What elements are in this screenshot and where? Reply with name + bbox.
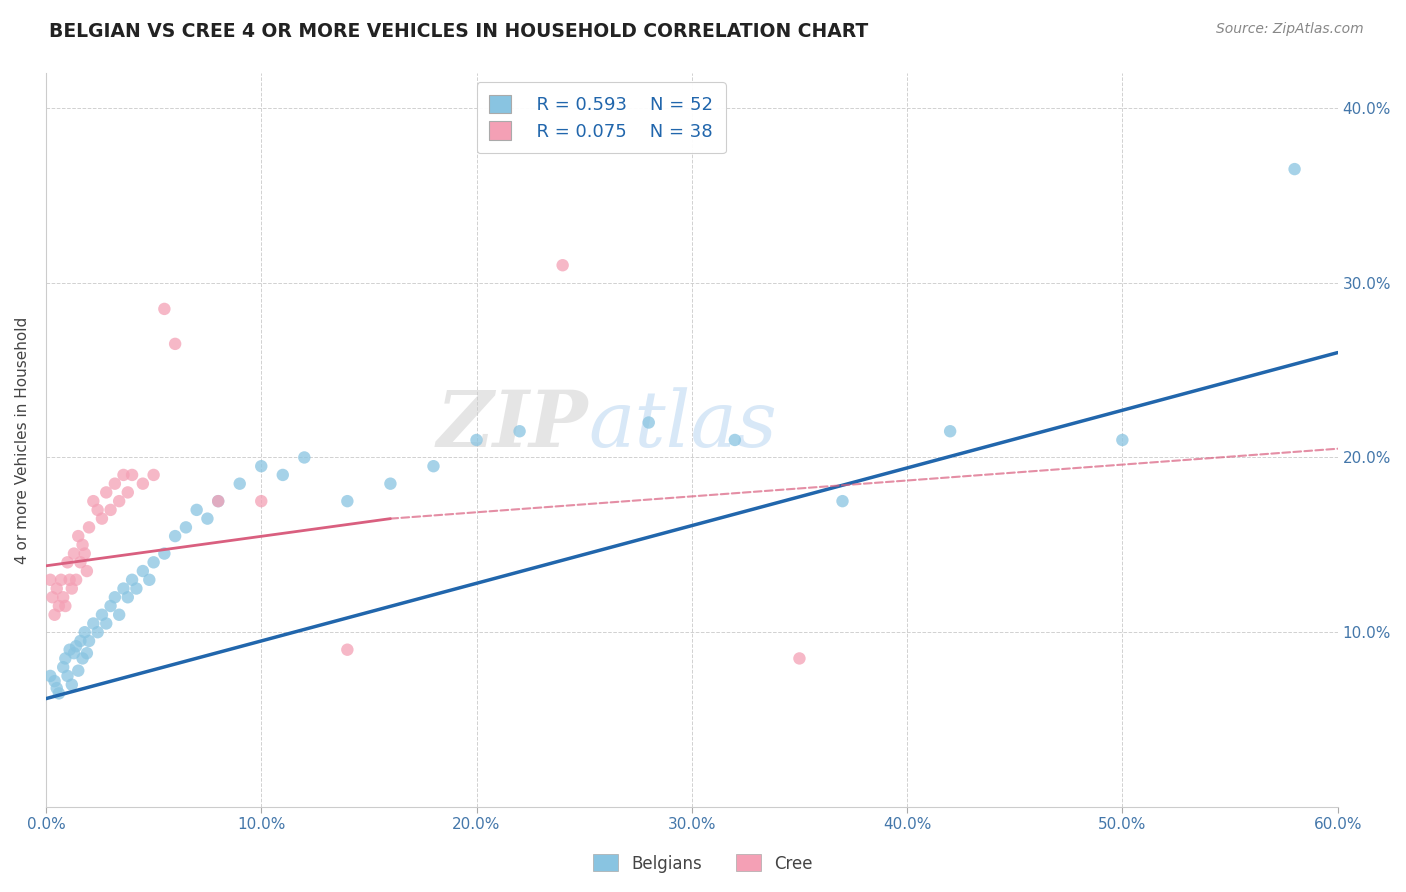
Point	[132, 476, 155, 491]
Point	[271, 467, 294, 482]
Point	[250, 459, 273, 474]
Text: ZIP: ZIP	[437, 387, 589, 464]
Point	[53, 651, 76, 665]
Point	[96, 485, 118, 500]
Point	[63, 547, 86, 561]
Point	[60, 678, 83, 692]
Point	[45, 681, 67, 695]
Legend:   R = 0.593    N = 52,   R = 0.075    N = 38: R = 0.593 N = 52, R = 0.075 N = 38	[477, 82, 725, 153]
Point	[86, 503, 108, 517]
Point	[165, 529, 187, 543]
Point	[117, 485, 139, 500]
Point	[65, 639, 87, 653]
Point	[69, 634, 91, 648]
Point	[96, 616, 118, 631]
Point	[551, 258, 574, 272]
Point	[422, 459, 444, 474]
Point	[1284, 162, 1306, 177]
Point	[153, 547, 176, 561]
Point	[73, 625, 96, 640]
Point	[207, 494, 229, 508]
Point	[69, 555, 91, 569]
Point	[53, 599, 76, 613]
Text: atlas: atlas	[589, 387, 778, 464]
Point	[49, 573, 72, 587]
Point	[82, 616, 104, 631]
Point	[108, 494, 131, 508]
Point	[82, 494, 104, 508]
Text: Source: ZipAtlas.com: Source: ZipAtlas.com	[1216, 22, 1364, 37]
Point	[52, 591, 75, 605]
Point	[509, 424, 531, 438]
Point	[637, 416, 659, 430]
Point	[724, 433, 747, 447]
Point	[138, 573, 160, 587]
Point	[380, 476, 402, 491]
Point	[77, 520, 100, 534]
Point	[292, 450, 315, 465]
Point	[153, 301, 176, 316]
Point	[207, 494, 229, 508]
Point	[100, 503, 122, 517]
Point	[104, 591, 127, 605]
Point	[197, 511, 219, 525]
Point	[48, 599, 70, 613]
Point	[117, 591, 139, 605]
Point	[250, 494, 273, 508]
Point	[44, 674, 66, 689]
Point	[125, 582, 148, 596]
Point	[174, 520, 197, 534]
Point	[63, 646, 86, 660]
Point	[77, 634, 100, 648]
Point	[104, 476, 127, 491]
Point	[228, 476, 250, 491]
Point	[91, 607, 114, 622]
Point	[41, 591, 63, 605]
Point	[72, 538, 94, 552]
Point	[76, 646, 98, 660]
Point	[91, 511, 114, 525]
Point	[39, 573, 62, 587]
Point	[59, 573, 82, 587]
Point	[465, 433, 488, 447]
Point	[45, 582, 67, 596]
Point	[48, 686, 70, 700]
Point	[39, 669, 62, 683]
Point	[59, 642, 82, 657]
Point	[1111, 433, 1133, 447]
Point	[44, 607, 66, 622]
Point	[65, 573, 87, 587]
Point	[72, 651, 94, 665]
Point	[939, 424, 962, 438]
Point	[165, 336, 187, 351]
Point	[831, 494, 853, 508]
Point	[121, 573, 143, 587]
Point	[142, 467, 165, 482]
Point	[142, 555, 165, 569]
Point	[86, 625, 108, 640]
Point	[56, 669, 79, 683]
Point	[100, 599, 122, 613]
Point	[132, 564, 155, 578]
Point	[67, 664, 90, 678]
Point	[789, 651, 811, 665]
Point	[73, 547, 96, 561]
Point	[108, 607, 131, 622]
Y-axis label: 4 or more Vehicles in Household: 4 or more Vehicles in Household	[15, 317, 30, 564]
Text: BELGIAN VS CREE 4 OR MORE VEHICLES IN HOUSEHOLD CORRELATION CHART: BELGIAN VS CREE 4 OR MORE VEHICLES IN HO…	[49, 22, 869, 41]
Point	[56, 555, 79, 569]
Point	[186, 503, 208, 517]
Point	[60, 582, 83, 596]
Point	[67, 529, 90, 543]
Point	[76, 564, 98, 578]
Point	[336, 494, 359, 508]
Point	[336, 642, 359, 657]
Point	[112, 467, 135, 482]
Point	[121, 467, 143, 482]
Point	[52, 660, 75, 674]
Point	[112, 582, 135, 596]
Legend: Belgians, Cree: Belgians, Cree	[586, 847, 820, 880]
